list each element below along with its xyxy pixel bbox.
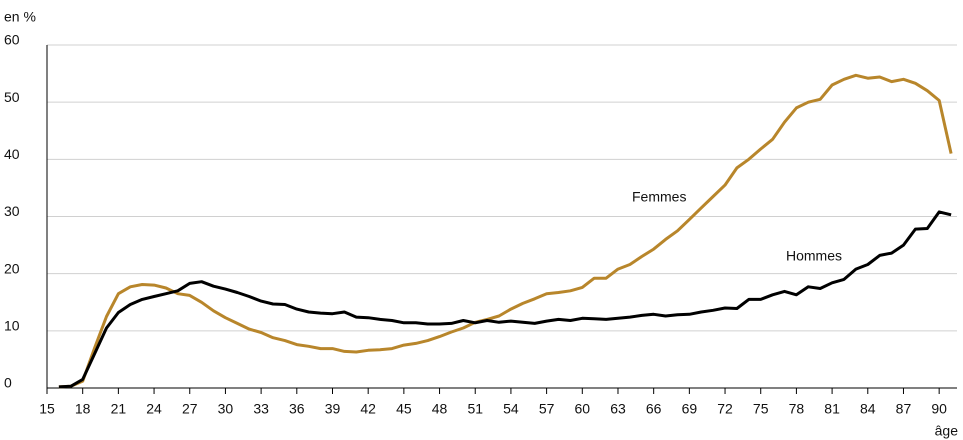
series-line	[58, 73, 953, 389]
y-tick-label: 30	[4, 203, 20, 219]
x-axis-label: âge	[935, 423, 959, 439]
x-tick-label: 36	[289, 401, 305, 417]
x-tick-label: 21	[111, 401, 127, 417]
x-tick-label: 24	[146, 401, 162, 417]
x-tick-label: 51	[467, 401, 483, 417]
x-tick-label: 69	[682, 401, 698, 417]
x-tick-label: 63	[610, 401, 626, 417]
x-tick-label: 75	[753, 401, 769, 417]
y-tick-label: 50	[4, 89, 20, 105]
x-tick-label: 27	[182, 401, 198, 417]
x-tick-label: 45	[396, 401, 412, 417]
series-line	[58, 210, 952, 389]
x-tick-label: 48	[432, 401, 448, 417]
x-tick-label: 18	[75, 401, 91, 417]
x-tick-label: 33	[253, 401, 269, 417]
x-tick-label: 78	[789, 401, 805, 417]
y-tick-label: 20	[4, 260, 20, 276]
x-tick-label: 90	[931, 401, 947, 417]
series-label: Hommes	[786, 248, 842, 264]
x-tick-label: 54	[503, 401, 519, 417]
y-tick-label: 40	[4, 146, 20, 162]
series-label: Femmes	[632, 189, 686, 205]
x-tick-label: 60	[575, 401, 591, 417]
x-tick-label: 39	[325, 401, 341, 417]
y-axis-label: en %	[4, 9, 36, 25]
y-tick-label: 60	[4, 32, 20, 48]
x-tick-label: 66	[646, 401, 662, 417]
x-tick-label: 30	[218, 401, 234, 417]
x-tick-label: 72	[717, 401, 733, 417]
x-tick-label: 81	[824, 401, 840, 417]
y-tick-label: 10	[4, 318, 20, 334]
x-tick-label: 84	[860, 401, 876, 417]
y-tick-label: 0	[4, 375, 12, 391]
x-tick-label: 87	[896, 401, 912, 417]
x-tick-label: 42	[360, 401, 376, 417]
x-tick-label: 15	[39, 401, 55, 417]
x-tick-label: 57	[539, 401, 555, 417]
